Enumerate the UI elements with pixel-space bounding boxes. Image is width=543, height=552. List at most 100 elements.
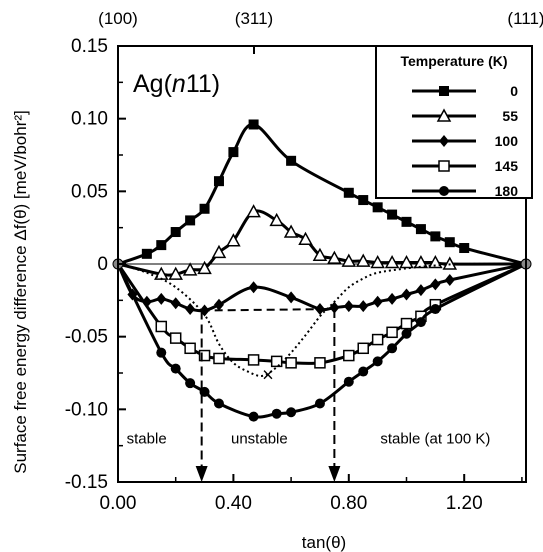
data-point (198, 349, 211, 362)
data-point (370, 254, 385, 269)
data-point (430, 278, 441, 291)
data-point (247, 354, 260, 366)
legend-marker (439, 86, 449, 96)
down-arrow-head (328, 466, 341, 482)
data-point (400, 317, 413, 330)
data-point (228, 147, 239, 158)
axes-layer: 0.15 0.10 0.05 0 -0.05 -0.10 -0.150.00 0.40 0.80… (65, 9, 543, 514)
data-point (285, 357, 297, 369)
sample-label: Ag(n11) (133, 70, 220, 98)
y-axis-label: Surface free energy difference Δf(θ) [me… (11, 110, 30, 474)
legend-title: Temperature (K) (400, 53, 507, 69)
top-facet-label: (311) (235, 9, 273, 28)
data-point (170, 227, 181, 238)
common-tangent (201, 308, 335, 312)
down-arrow-head (195, 466, 208, 482)
legend-marker (439, 135, 449, 147)
legend-marker (436, 108, 452, 122)
legend-label: 0 (510, 83, 518, 99)
data-point (314, 398, 325, 409)
data-point (185, 215, 196, 226)
legend-label: 55 (502, 108, 518, 124)
data-point (387, 292, 398, 305)
data-point (283, 224, 299, 238)
data-point (372, 202, 383, 213)
data-point (415, 317, 426, 328)
sample-label-suffix: 11) (186, 70, 220, 98)
y-tick-label: 0.10 (71, 109, 108, 130)
data-point (312, 247, 328, 262)
data-point (156, 292, 167, 305)
y-tick-label: -0.05 (65, 327, 108, 348)
data-point (286, 291, 297, 304)
legend-box (375, 45, 533, 199)
legend-marker (438, 160, 450, 172)
data-point (246, 204, 261, 218)
y-tick-label: -0.15 (65, 472, 108, 493)
minimum-cross: × (262, 364, 274, 386)
data-point (286, 407, 297, 418)
series-145 (116, 262, 527, 369)
sample-label-index: n (172, 70, 186, 98)
data-point (155, 320, 168, 333)
y-tick-label: 0.15 (71, 36, 108, 57)
x-tick-label: 1.20 (446, 493, 483, 514)
region-label: unstable (231, 430, 288, 447)
data-point (269, 212, 284, 227)
data-point (182, 262, 198, 276)
data-point (399, 254, 414, 269)
data-point (387, 343, 398, 354)
data-point (343, 300, 354, 313)
legend: Temperature (K) 0 55 100 145 180 (375, 45, 533, 199)
top-facet-label: (111) (507, 9, 543, 28)
data-point (156, 347, 167, 358)
data-point (213, 176, 224, 187)
data-point (372, 295, 383, 308)
data-point (444, 237, 455, 248)
data-point (401, 216, 412, 227)
data-point (248, 411, 259, 422)
data-point (415, 224, 426, 235)
data-point (430, 231, 441, 242)
top-facet-label: (100) (98, 9, 138, 28)
data-point (141, 248, 152, 259)
legend-marker (439, 186, 449, 196)
data-point (197, 260, 212, 275)
data-point (170, 297, 181, 310)
data-point (286, 155, 297, 166)
x-tick-label: 0.00 (100, 493, 137, 514)
series-line (117, 209, 527, 277)
data-point (387, 209, 398, 220)
y-tick-label: -0.10 (65, 399, 108, 420)
data-point (401, 328, 412, 339)
data-point (248, 119, 259, 130)
data-point (343, 349, 355, 362)
legend-label: 100 (495, 133, 519, 149)
data-point (358, 366, 369, 377)
data-point (401, 288, 412, 301)
data-point (430, 304, 441, 315)
data-point (341, 253, 357, 267)
legend-label: 145 (495, 158, 519, 174)
data-point (199, 203, 210, 214)
data-point (459, 243, 470, 254)
series-line (117, 262, 527, 378)
region-label: stable (at 100 K) (380, 430, 490, 447)
data-point (384, 254, 400, 269)
data-point (184, 342, 196, 355)
data-point (327, 250, 342, 264)
series-180 (116, 262, 527, 422)
data-point (213, 298, 224, 311)
data-point (213, 398, 224, 409)
data-point (226, 233, 241, 247)
series-55 (117, 204, 527, 280)
data-point (213, 352, 225, 365)
data-point (415, 284, 426, 297)
sample-label-prefix: Ag( (133, 70, 173, 98)
data-point (386, 326, 398, 339)
data-point (343, 376, 354, 387)
legend-entries: 0 55 100 145 180 (412, 83, 518, 199)
data-point (444, 273, 455, 286)
annotation-layer: × stable unstable stable (at 100 K) (127, 308, 490, 482)
